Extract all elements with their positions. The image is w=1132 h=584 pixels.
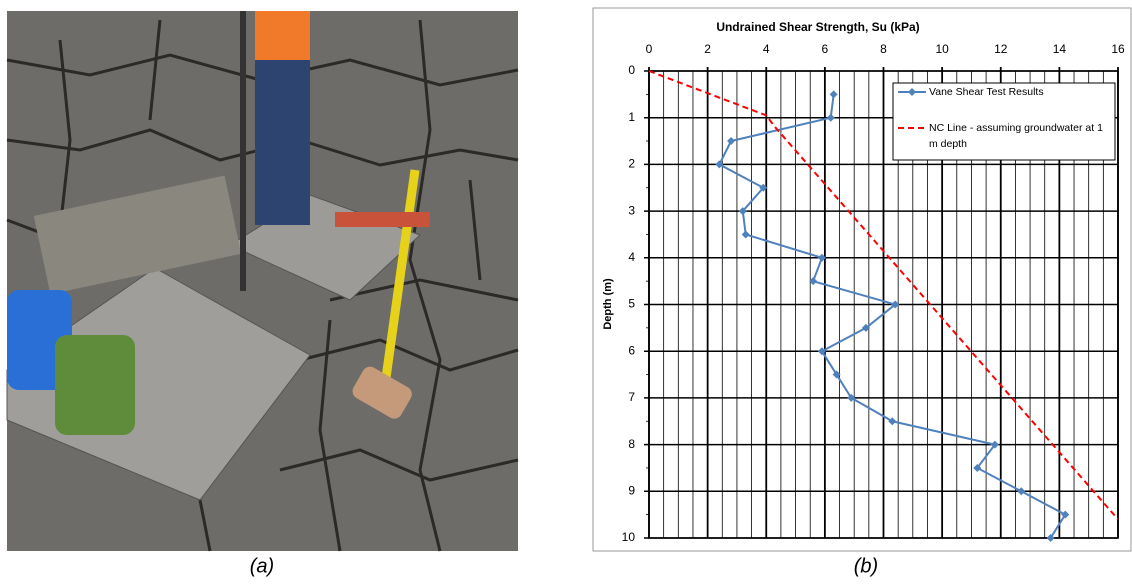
- y-tick-label: 1: [628, 110, 635, 124]
- figure: Undrained Shear Strength, Su (kPa) Depth…: [0, 0, 1132, 579]
- y-tick-label: 4: [628, 250, 635, 264]
- rod: [240, 11, 246, 291]
- x-tick-label: 0: [646, 42, 653, 56]
- chart-title: Undrained Shear Strength, Su (kPa): [716, 20, 919, 34]
- x-tick-label: 4: [763, 42, 770, 56]
- legend: Vane Shear Test Results NC Line - assumin…: [893, 83, 1115, 160]
- jeans: [255, 60, 310, 225]
- y-tick-label: 9: [628, 483, 635, 497]
- y-tick-label: 8: [628, 437, 635, 451]
- green-bag: [55, 335, 135, 435]
- photo: [7, 11, 518, 551]
- x-tick-label: 14: [1053, 42, 1067, 56]
- y-tick-label: 7: [628, 390, 635, 404]
- x-tick-label: 10: [935, 42, 949, 56]
- y-axis-label: Depth (m): [602, 278, 614, 330]
- caption: (b): [854, 555, 878, 577]
- page: Undrained Shear Strength, Su (kPa) Depth…: [0, 0, 1132, 579]
- y-tick-label: 2: [628, 157, 635, 171]
- legend-label: NC Line - assuming groundwater at 1 m de…: [929, 120, 1113, 154]
- red-case: [335, 212, 430, 227]
- y-tick-label: 5: [628, 297, 635, 311]
- legend-text: NC Line - assuming groundwater at 1 m de…: [929, 120, 1113, 152]
- x-tick-label: 6: [822, 42, 829, 56]
- y-tick-label: 10: [622, 530, 636, 544]
- x-tick-label: 2: [704, 42, 711, 56]
- legend-text: Vane Shear Test Results: [929, 84, 1113, 100]
- y-tick-label: 6: [628, 343, 635, 357]
- y-tick-label: 3: [628, 203, 635, 217]
- x-tick-label: 12: [994, 42, 1008, 56]
- y-tick-label: 0: [628, 63, 635, 77]
- x-tick-label: 16: [1111, 42, 1125, 56]
- legend-label: Vane Shear Test Results: [929, 84, 1113, 118]
- caption: (a): [250, 555, 274, 577]
- x-tick-label: 8: [880, 42, 887, 56]
